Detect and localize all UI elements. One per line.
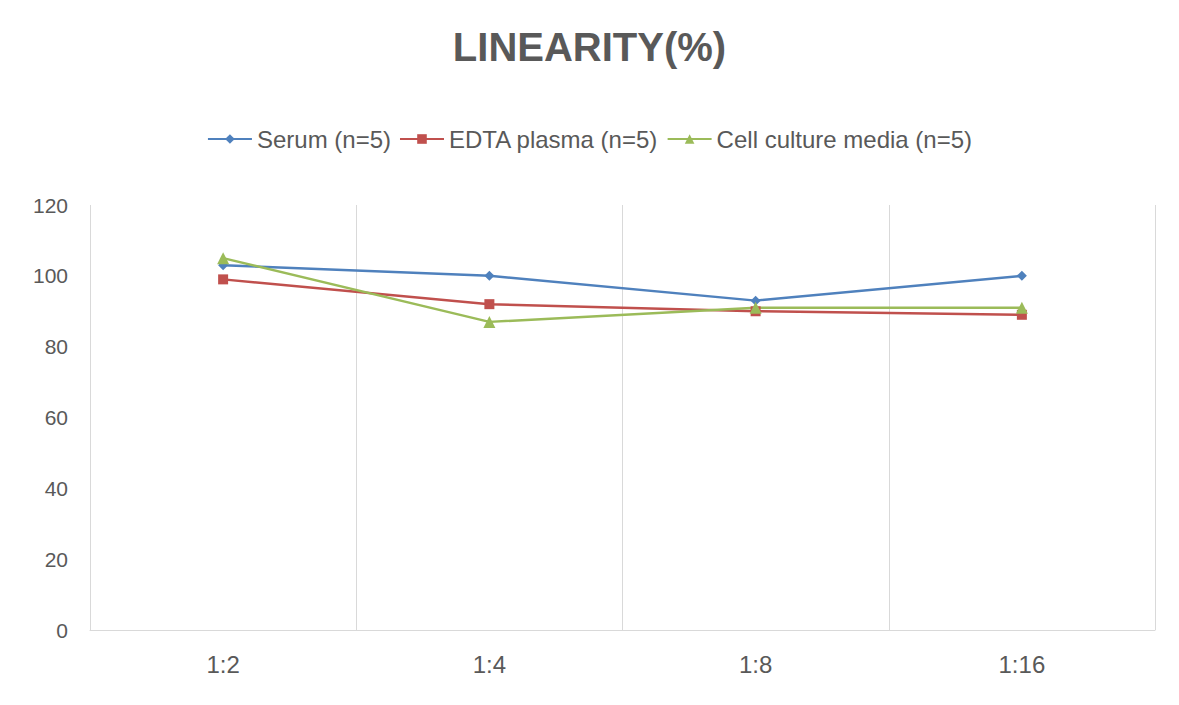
- svg-text:EDTA plasma (n=5): EDTA plasma (n=5): [449, 126, 657, 153]
- svg-text:80: 80: [45, 335, 68, 358]
- svg-text:Serum (n=5): Serum (n=5): [257, 126, 391, 153]
- svg-text:120: 120: [33, 194, 68, 217]
- svg-text:Cell culture media (n=5): Cell culture media (n=5): [717, 126, 972, 153]
- svg-text:LINEARITY(%): LINEARITY(%): [453, 25, 726, 69]
- svg-text:1:4: 1:4: [473, 651, 506, 678]
- svg-text:1:2: 1:2: [206, 651, 239, 678]
- svg-text:20: 20: [45, 548, 68, 571]
- svg-text:1:8: 1:8: [739, 651, 772, 678]
- svg-text:0: 0: [56, 619, 68, 642]
- svg-text:60: 60: [45, 406, 68, 429]
- svg-text:1:16: 1:16: [999, 651, 1046, 678]
- svg-text:40: 40: [45, 477, 68, 500]
- svg-text:100: 100: [33, 264, 68, 287]
